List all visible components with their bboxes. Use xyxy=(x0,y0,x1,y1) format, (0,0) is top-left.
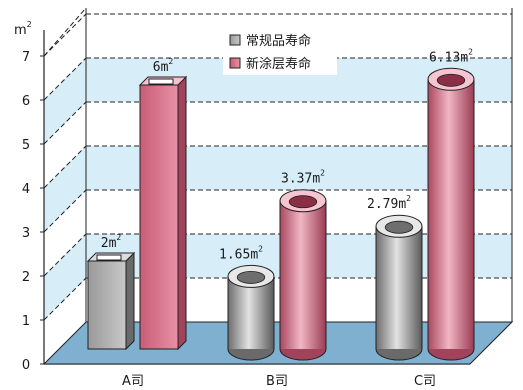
legend-swatch-new-coating xyxy=(229,57,241,69)
bar-hollow xyxy=(288,195,318,209)
bar-body xyxy=(280,200,326,349)
y-tick-labels: 0 1 2 3 4 5 6 7 xyxy=(22,50,44,373)
x-category-label: B司 xyxy=(266,374,288,389)
gridline-side xyxy=(43,277,87,321)
gridline-side xyxy=(43,101,87,145)
legend-label-new-coating: 新涂层寿命 xyxy=(246,56,311,72)
gridline-side xyxy=(43,189,87,233)
bar-hollow xyxy=(384,220,414,234)
y-tick-label: 2 xyxy=(22,270,30,285)
data-label: 6.13m2 xyxy=(429,47,473,65)
gridline-side-top xyxy=(43,7,87,57)
data-label: 1.65m2 xyxy=(219,244,263,262)
data-label: 6m2 xyxy=(153,57,174,75)
band-top xyxy=(86,8,512,14)
y-tick-label: 3 xyxy=(22,226,30,241)
bars xyxy=(86,67,475,361)
legend-box xyxy=(223,27,337,75)
gridline-side xyxy=(43,145,87,189)
gridline-side xyxy=(43,57,87,101)
bar xyxy=(139,84,179,350)
bar-hollow xyxy=(96,254,122,261)
bar-body xyxy=(228,276,274,349)
bar-side xyxy=(177,75,187,351)
x-category-label: C司 xyxy=(414,374,436,389)
data-label: 3.37m2 xyxy=(281,169,325,187)
band-side xyxy=(44,234,86,320)
band-side xyxy=(44,146,86,232)
y-tick-label: 4 xyxy=(22,182,30,197)
x-category-label: A司 xyxy=(122,374,144,389)
y-tick-label: 0 xyxy=(22,358,30,373)
gridline-side xyxy=(43,13,87,57)
legend-label-regular: 常规品寿命 xyxy=(246,33,311,49)
legend: 常规品寿命 新涂层寿命 xyxy=(223,27,337,75)
y-axis-unit: m2 xyxy=(14,20,32,38)
legend-swatch-regular xyxy=(229,34,241,46)
data-label: 2.79m2 xyxy=(367,194,411,212)
bar xyxy=(87,260,127,350)
y-tick-label: 5 xyxy=(22,138,30,153)
y-tick-label: 6 xyxy=(22,94,30,109)
bar-hollow xyxy=(436,73,466,87)
bar-body xyxy=(428,79,474,349)
bar-hollow xyxy=(236,270,266,284)
gridline-side xyxy=(43,233,87,277)
data-label: 2m2 xyxy=(101,233,122,251)
band-side xyxy=(44,58,86,144)
y-tick-label: 7 xyxy=(22,50,30,65)
bar-hollow xyxy=(148,78,174,85)
x-category-labels: A司 B司 C司 xyxy=(122,374,436,389)
y-tick-label: 1 xyxy=(22,314,30,329)
data-labels: 2m2 6m2 1.65m2 3.37m2 2.79m2 6.13m2 xyxy=(101,47,473,262)
bar-body xyxy=(376,226,422,349)
bar-side xyxy=(125,251,135,351)
